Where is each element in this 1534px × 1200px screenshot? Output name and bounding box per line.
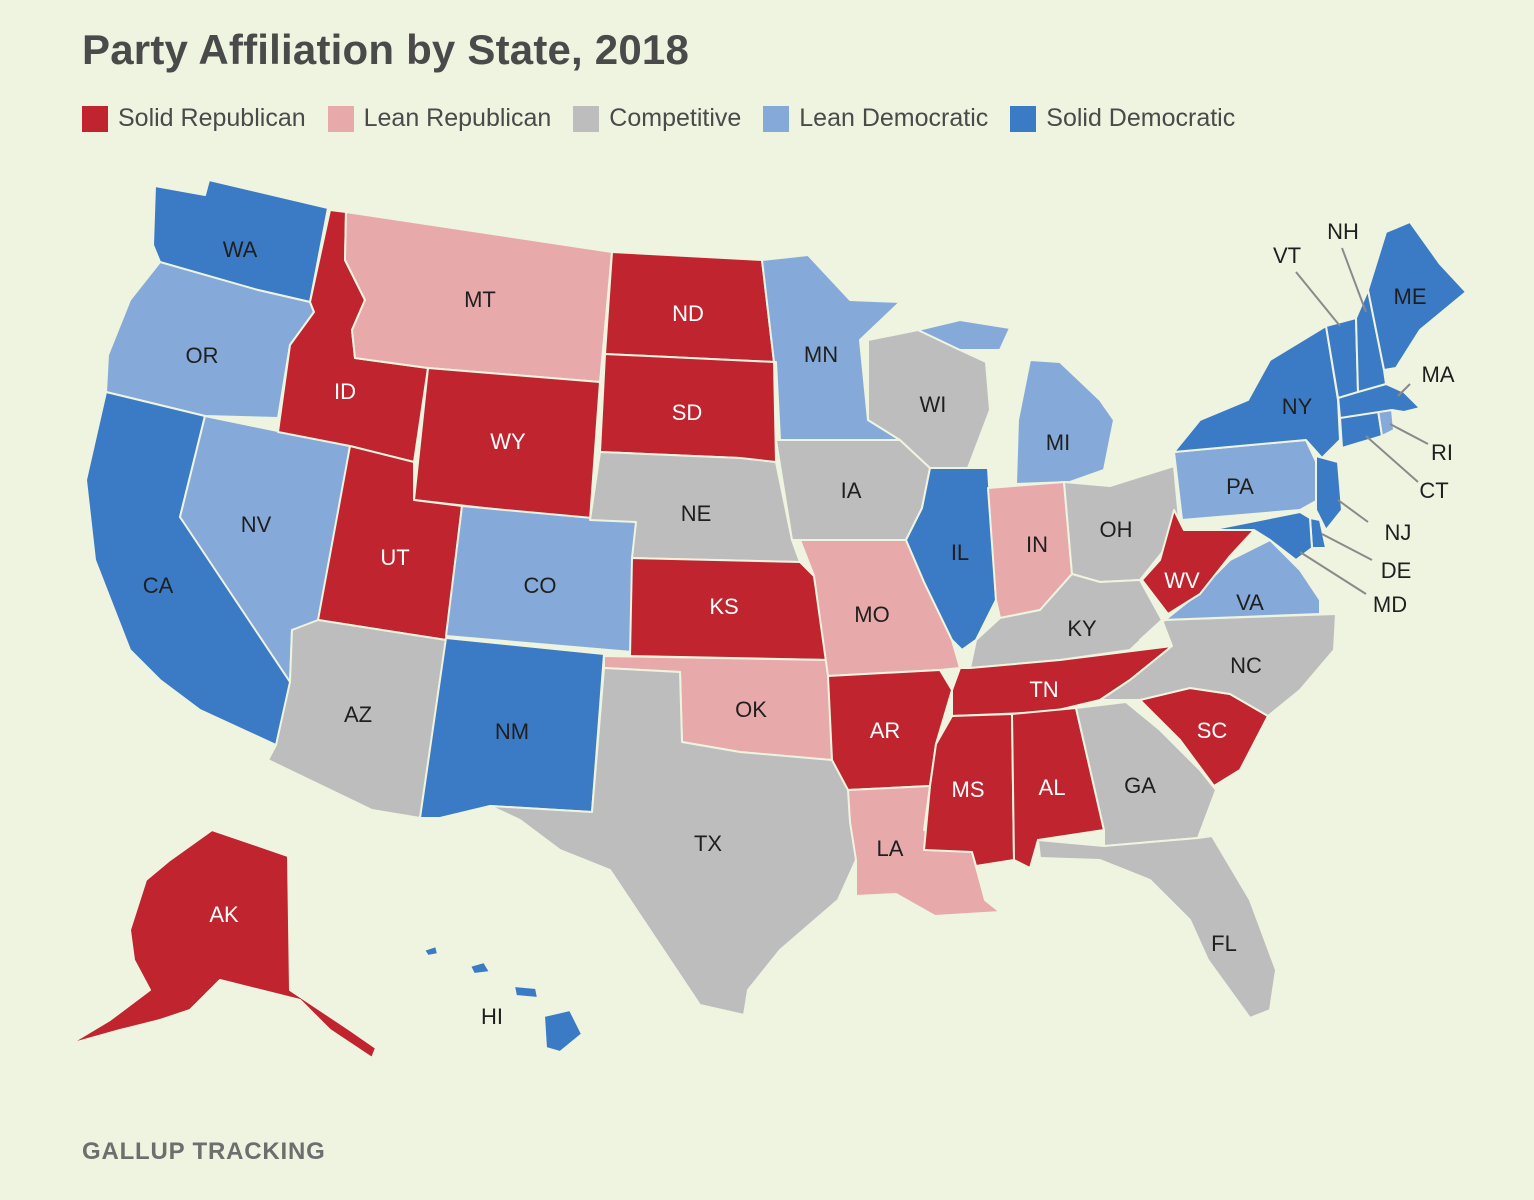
- legend-item-solid-republican: Solid Republican: [82, 104, 306, 133]
- label-OK: OK: [735, 697, 767, 722]
- label-CO: CO: [524, 573, 557, 598]
- state-labels: WA OR CA NV ID MT WY UT AZ CO NM ND SD N…: [143, 219, 1455, 1029]
- label-NJ: NJ: [1385, 520, 1412, 545]
- label-IL: IL: [951, 540, 969, 565]
- label-VT: VT: [1273, 243, 1301, 268]
- legend-swatch-competitive: [573, 105, 600, 132]
- label-OR: OR: [186, 343, 219, 368]
- label-SD: SD: [672, 400, 703, 425]
- state-NJ: [1315, 455, 1343, 531]
- label-TN: TN: [1029, 677, 1058, 702]
- label-AR: AR: [870, 718, 901, 743]
- legend-label: Competitive: [609, 104, 742, 132]
- label-WV: WV: [1164, 568, 1200, 593]
- label-MS: MS: [952, 777, 985, 802]
- label-AL: AL: [1039, 775, 1066, 800]
- label-NE: NE: [681, 501, 712, 526]
- legend: Solid Republican Lean Republican Competi…: [82, 104, 1257, 133]
- label-SC: SC: [1197, 718, 1228, 743]
- label-NY: NY: [1282, 394, 1313, 419]
- label-MA: MA: [1422, 362, 1455, 387]
- label-IN: IN: [1026, 532, 1048, 557]
- label-PA: PA: [1226, 474, 1254, 499]
- source-note: GALLUP TRACKING: [82, 1138, 326, 1165]
- legend-item-lean-democratic: Lean Democratic: [763, 104, 988, 133]
- legend-swatch-lean-republican: [327, 105, 354, 132]
- state-NC: [1099, 613, 1337, 717]
- label-MD: MD: [1373, 592, 1407, 617]
- label-AZ: AZ: [344, 702, 372, 727]
- leader-lines: [1295, 247, 1429, 595]
- legend-swatch-lean-democratic: [763, 105, 790, 132]
- legend-item-competitive: Competitive: [573, 104, 741, 133]
- label-MT: MT: [464, 287, 496, 312]
- label-ME: ME: [1394, 284, 1427, 309]
- state-WV: [1141, 509, 1255, 615]
- legend-item-lean-republican: Lean Republican: [327, 104, 552, 133]
- label-NV: NV: [241, 512, 272, 537]
- label-WY: WY: [490, 429, 526, 454]
- state-AK: [69, 829, 377, 1059]
- label-NC: NC: [1230, 653, 1262, 678]
- label-DE: DE: [1381, 558, 1412, 583]
- state-RI: [1377, 409, 1395, 437]
- label-WA: WA: [223, 237, 258, 262]
- label-ND: ND: [672, 301, 704, 326]
- legend-item-solid-democratic: Solid Democratic: [1010, 104, 1235, 133]
- state-TN: [951, 645, 1173, 717]
- state-NY: [1173, 325, 1341, 459]
- label-MO: MO: [854, 602, 889, 627]
- chart-title: Party Affiliation by State, 2018: [82, 26, 690, 73]
- state-HI: [423, 945, 583, 1053]
- state-NH: [1355, 289, 1387, 393]
- label-CT: CT: [1419, 478, 1448, 503]
- label-IA: IA: [841, 478, 862, 503]
- state-FL: [1037, 835, 1277, 1019]
- label-OH: OH: [1100, 517, 1133, 542]
- state-GA: [1075, 701, 1217, 847]
- state-OR: [105, 261, 315, 419]
- state-MT: [344, 211, 613, 383]
- legend-swatch-solid-republican: [82, 105, 108, 132]
- legend-label: Lean Republican: [363, 104, 552, 132]
- legend-label: Lean Democratic: [799, 104, 989, 132]
- label-GA: GA: [1124, 773, 1156, 798]
- label-MN: MN: [804, 342, 838, 367]
- label-NH: NH: [1327, 219, 1359, 244]
- state-MI: [917, 319, 1115, 485]
- label-AK: AK: [209, 902, 239, 927]
- label-KS: KS: [709, 594, 738, 619]
- legend-label: Solid Democratic: [1046, 104, 1236, 132]
- state-TX: [489, 667, 857, 1016]
- label-LA: LA: [877, 836, 904, 861]
- label-ID: ID: [334, 379, 356, 404]
- state-ME: [1367, 221, 1467, 371]
- label-FL: FL: [1211, 931, 1237, 956]
- label-RI: RI: [1431, 440, 1453, 465]
- label-MI: MI: [1046, 430, 1070, 455]
- label-VA: VA: [1236, 590, 1264, 615]
- label-KY: KY: [1067, 616, 1097, 641]
- label-CA: CA: [143, 573, 174, 598]
- label-WI: WI: [920, 392, 947, 417]
- legend-swatch-solid-democratic: [1010, 105, 1037, 132]
- legend-label: Solid Republican: [118, 104, 306, 132]
- label-NM: NM: [495, 719, 529, 744]
- label-TX: TX: [694, 831, 722, 856]
- label-HI: HI: [481, 1004, 503, 1029]
- label-UT: UT: [380, 545, 409, 570]
